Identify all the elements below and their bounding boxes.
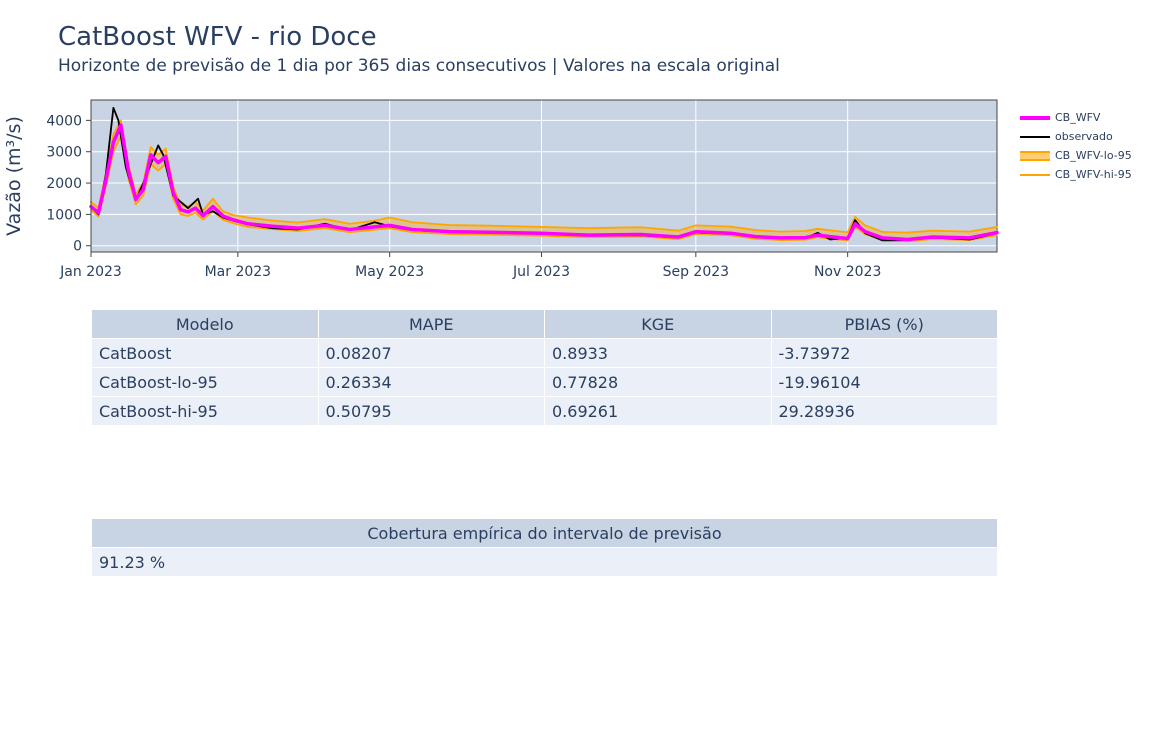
legend-label: CB_WFV	[1055, 111, 1101, 124]
table-row: CatBoost-hi-95 0.50795 0.69261 29.28936	[91, 396, 998, 426]
legend-label: CB_WFV-lo-95	[1055, 149, 1132, 162]
y-tick-label: 3000	[46, 145, 82, 161]
series-lines	[89, 106, 999, 243]
legend-item-cb-wfv[interactable]: CB_WFV	[1020, 108, 1132, 127]
table-row: CatBoost-lo-95 0.26334 0.77828 -19.96104	[91, 367, 998, 397]
legend-swatch	[1020, 132, 1050, 142]
x-tick-label: Sep 2023	[663, 264, 729, 280]
legend-swatch	[1020, 170, 1050, 180]
chart-subtitle: Horizonte de previsão de 1 dia por 365 d…	[58, 56, 780, 76]
legend-label: observado	[1055, 130, 1113, 143]
y-tick-label: 1000	[46, 207, 82, 223]
chart-title: CatBoost WFV - rio Doce	[58, 22, 377, 52]
table-row: CatBoost 0.08207 0.8933 -3.73972	[91, 338, 998, 368]
legend-swatch	[1020, 113, 1050, 123]
table-cell: CatBoost	[91, 338, 319, 368]
table-cell: CatBoost-lo-95	[91, 367, 319, 397]
legend-swatch	[1020, 151, 1050, 161]
y-tick-label: 4000	[46, 113, 82, 129]
table-cell: 0.8933	[544, 338, 772, 368]
table-cell: 0.50795	[317, 396, 545, 426]
y-axis: 0 1000 2000 3000 4000	[46, 100, 92, 255]
series-line-cb-wfv-hi-95	[90, 119, 998, 234]
y-tick-label: 0	[73, 239, 82, 255]
y-tick-label: 2000	[46, 176, 82, 192]
table-cell: 0.08207	[317, 338, 545, 368]
legend-item-hi-95[interactable]: CB_WFV-hi-95	[1020, 165, 1132, 184]
legend-item-lo-95[interactable]: CB_WFV-lo-95	[1020, 146, 1132, 165]
coverage-header: Cobertura empírica do intervalo de previ…	[91, 518, 998, 548]
table-cell: CatBoost-hi-95	[91, 396, 319, 426]
metrics-table: Modelo MAPE KGE PBIAS (%) CatBoost 0.082…	[91, 309, 998, 426]
x-tick-label: May 2023	[355, 264, 424, 280]
legend-label: CB_WFV-hi-95	[1055, 168, 1132, 181]
x-axis: Jan 2023 Mar 2023 May 2023 Jul 2023 Sep 2023…	[59, 251, 997, 280]
line-chart: Jan 2023 Mar 2023 May 2023 Jul 2023 Sep 2023…	[3, 99, 999, 280]
table-cell: -3.73972	[770, 338, 998, 368]
gridlines	[90, 99, 998, 253]
legend-item-observado[interactable]: observado	[1020, 127, 1132, 146]
x-tick-label: Nov 2023	[814, 264, 881, 280]
x-tick-label: Jan 2023	[59, 264, 122, 280]
coverage-table: Cobertura empírica do intervalo de previ…	[91, 518, 998, 577]
table-cell: 0.77828	[544, 367, 772, 397]
x-tick-label: Mar 2023	[205, 264, 272, 280]
table-cell: 29.28936	[770, 396, 998, 426]
x-tick-label: Jul 2023	[512, 264, 570, 280]
column-header: KGE	[544, 309, 772, 339]
table-row: 91.23 %	[91, 547, 998, 577]
table-cell: 0.69261	[544, 396, 772, 426]
column-header: MAPE	[317, 309, 545, 339]
series-line-cb-wfv	[89, 123, 999, 242]
table-header-row: Cobertura empírica do intervalo de previ…	[91, 518, 998, 548]
legend[interactable]: CB_WFV observado CB_WFV-lo-95 CB_WFV-hi-…	[1020, 108, 1132, 184]
column-header: Modelo	[91, 309, 319, 339]
table-cell: 0.26334	[317, 367, 545, 397]
table-header-row: Modelo MAPE KGE PBIAS (%)	[91, 309, 998, 339]
column-header: PBIAS (%)	[770, 309, 998, 339]
table-cell: -19.96104	[770, 367, 998, 397]
y-axis-label: Vazão (m³/s)	[3, 116, 25, 236]
coverage-value: 91.23 %	[91, 547, 998, 577]
